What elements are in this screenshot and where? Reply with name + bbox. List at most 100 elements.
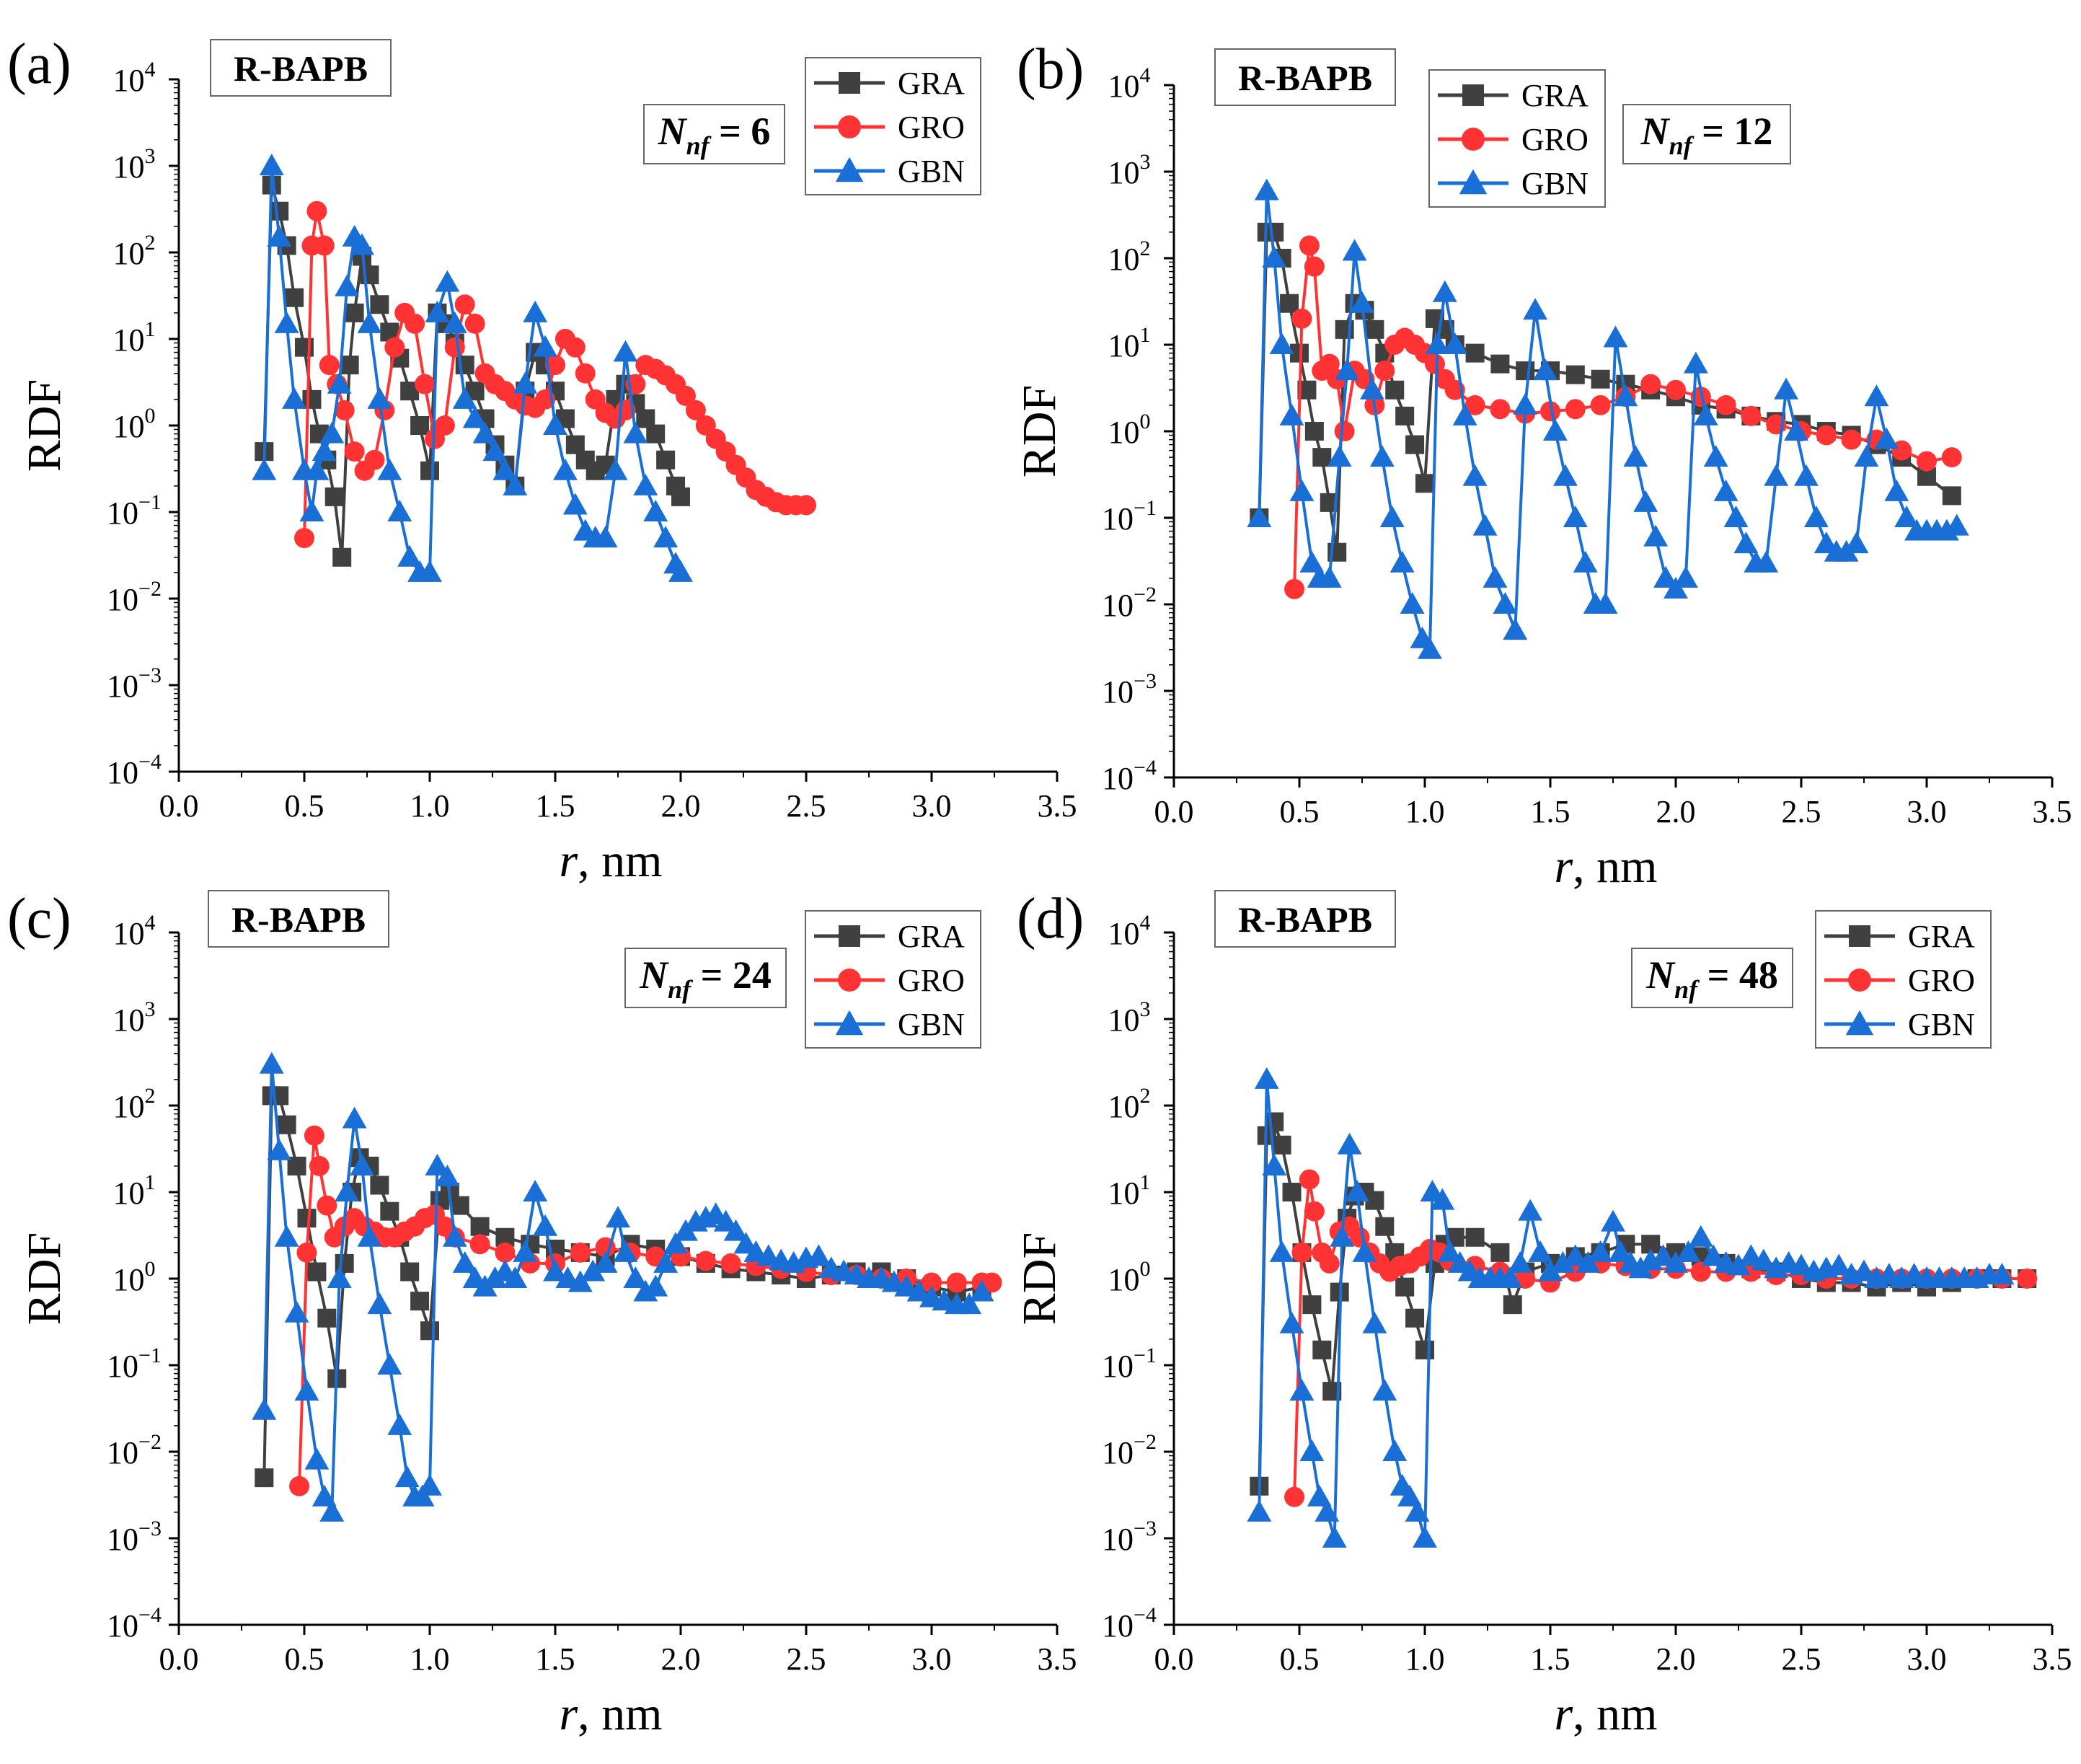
y-tick-label: 101 xyxy=(113,1170,156,1211)
y-tick-exponent: 3 xyxy=(145,997,156,1021)
x-tick-label: 2.0 xyxy=(661,1641,701,1677)
y-tick-exponent: −3 xyxy=(138,1517,162,1540)
y-tick-exponent: −4 xyxy=(1134,1603,1157,1627)
data-point-gra xyxy=(410,416,430,435)
x-tick-label: 0.0 xyxy=(159,1641,199,1677)
x-tick-label: 3.0 xyxy=(1907,794,1947,829)
y-tick-exponent: 0 xyxy=(145,404,156,428)
data-point-gra xyxy=(324,487,344,506)
data-point-gbn xyxy=(713,1209,738,1232)
data-point-gbn xyxy=(1633,490,1658,512)
data-point-gra xyxy=(1942,486,1961,506)
data-point-gro xyxy=(1319,1253,1340,1274)
legend-item-gra: GRA xyxy=(1438,78,1589,113)
data-point-gbn xyxy=(1683,351,1708,374)
data-point-gbn xyxy=(1688,1225,1713,1247)
data-point-gbn xyxy=(1673,565,1698,588)
data-point-gbn xyxy=(1543,419,1568,441)
x-tick-label: 3.5 xyxy=(2033,794,2072,829)
data-point-gbn xyxy=(503,473,528,495)
legend: GRA GRO GBN xyxy=(805,57,981,195)
y-tick-exponent: −3 xyxy=(1134,669,1157,693)
data-point-gbn xyxy=(1493,592,1518,614)
data-point-gbn xyxy=(668,560,693,582)
legend-label: GRO xyxy=(1521,122,1589,157)
y-tick-label: 104 xyxy=(113,911,156,951)
data-point-gbn xyxy=(806,1244,831,1266)
chart-panel-b: 0.0 0.5 1.0 1.5 2.0 2.5 3.0 3.510−410−310−210−1… xyxy=(1013,38,2072,893)
data-point-gro xyxy=(946,1272,967,1293)
y-tick-label: 103 xyxy=(1108,997,1151,1038)
data-point-gbn xyxy=(1576,1251,1601,1273)
data-point-gro xyxy=(1917,451,1937,472)
data-point-gro xyxy=(1690,1261,1711,1282)
data-point-gbn xyxy=(1503,618,1528,640)
y-tick-base: 10 xyxy=(1102,1522,1134,1557)
x-tick-label: 3.0 xyxy=(1907,1641,1947,1677)
y-tick-label: 102 xyxy=(1108,1084,1151,1124)
data-point-gbn xyxy=(1989,1263,2015,1284)
data-point-gbn xyxy=(1538,1259,1563,1282)
data-point-gra xyxy=(317,1308,337,1328)
y-tick-base: 10 xyxy=(107,1435,138,1470)
x-axis-title-unit: , nm xyxy=(578,1688,662,1740)
y-tick-label: 100 xyxy=(1108,1257,1151,1297)
data-point-gbn xyxy=(1623,445,1648,467)
data-point-gbn xyxy=(1608,1240,1633,1262)
data-point-gra xyxy=(1415,1340,1434,1359)
data-point-gbn xyxy=(1289,1379,1315,1401)
series-line-gbn xyxy=(1258,1077,2002,1540)
y-tick-base: 10 xyxy=(107,669,138,704)
data-point-gbn xyxy=(1774,377,1799,400)
nnf-value: = 6 xyxy=(719,110,770,153)
data-point-gbn xyxy=(397,544,423,567)
x-tick-label: 0.5 xyxy=(1280,794,1320,829)
data-point-gro xyxy=(695,1251,716,1271)
data-point-gro xyxy=(454,294,475,315)
y-tick-label: 103 xyxy=(113,997,156,1038)
y-tick-label: 10−4 xyxy=(107,750,162,790)
data-point-gbn xyxy=(543,1259,567,1282)
y-axis-title: RDF xyxy=(18,1232,71,1325)
legend-marker xyxy=(839,72,860,94)
data-point-gbn xyxy=(482,439,508,462)
legend-item-gbn: GBN xyxy=(814,154,965,189)
data-point-gbn xyxy=(1789,1253,1813,1276)
y-tick-base: 10 xyxy=(113,63,145,98)
legend-item-gra: GRA xyxy=(814,66,965,101)
x-tick-label: 1.5 xyxy=(536,1641,575,1677)
legend-item-gbn: GBN xyxy=(1438,166,1589,201)
y-tick-label: 102 xyxy=(113,231,156,271)
y-tick-exponent: 3 xyxy=(1140,997,1151,1021)
y-tick-base: 10 xyxy=(113,1089,145,1124)
data-point-gro xyxy=(1291,308,1312,329)
y-tick-exponent: 1 xyxy=(145,317,156,341)
x-tick-label: 3.5 xyxy=(1038,1641,1077,1677)
legend-marker xyxy=(1459,169,1488,195)
legend-label: GRA xyxy=(898,919,965,954)
legend-marker xyxy=(839,925,860,947)
data-point-gro xyxy=(1374,361,1395,382)
x-axis-title: r, nm xyxy=(559,1688,662,1740)
y-tick-exponent: −4 xyxy=(138,1603,162,1627)
data-point-gra xyxy=(646,424,666,444)
data-point-gbn xyxy=(1269,332,1294,354)
data-point-gbn xyxy=(1254,1067,1279,1089)
data-point-gbn xyxy=(1247,506,1272,527)
data-point-gbn xyxy=(1664,576,1688,599)
data-point-gbn xyxy=(1413,1526,1437,1548)
data-point-gbn xyxy=(1884,479,1909,501)
data-point-gra xyxy=(345,303,364,322)
legend-label: GBN xyxy=(1908,1007,1975,1042)
data-point-gbn xyxy=(906,1279,932,1302)
y-tick-label: 10−4 xyxy=(1102,756,1157,796)
x-tick-label: 0.0 xyxy=(1154,1641,1194,1677)
x-tick-label: 3.0 xyxy=(912,788,952,824)
data-point-gra xyxy=(420,461,439,480)
legend-marker xyxy=(1845,1010,1874,1036)
data-point-gro xyxy=(981,1272,1002,1293)
data-point-gbn xyxy=(1603,325,1628,348)
data-point-gro xyxy=(675,385,696,406)
data-point-gbn xyxy=(1854,445,1879,467)
data-point-gbn xyxy=(1844,532,1869,554)
